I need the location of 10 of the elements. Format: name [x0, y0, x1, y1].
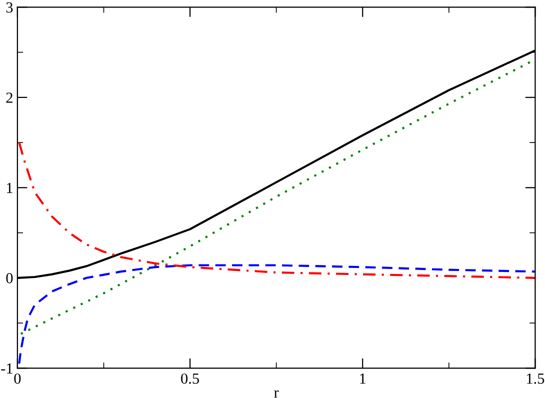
x-tick-label: 1.5 — [526, 374, 544, 384]
y-tick-label: 0 — [6, 273, 13, 284]
x-tick-label: 0 — [14, 373, 21, 384]
x-tick-label: 0.5 — [181, 373, 199, 384]
y-tick-label: 1 — [6, 182, 12, 193]
y-tick-label: 3 — [6, 2, 13, 13]
y-tick-label: -1 — [1, 363, 12, 374]
x-tick-label: 1 — [360, 374, 366, 384]
y-tick-label: 2 — [6, 92, 12, 103]
x-axis-title: r — [274, 390, 279, 398]
